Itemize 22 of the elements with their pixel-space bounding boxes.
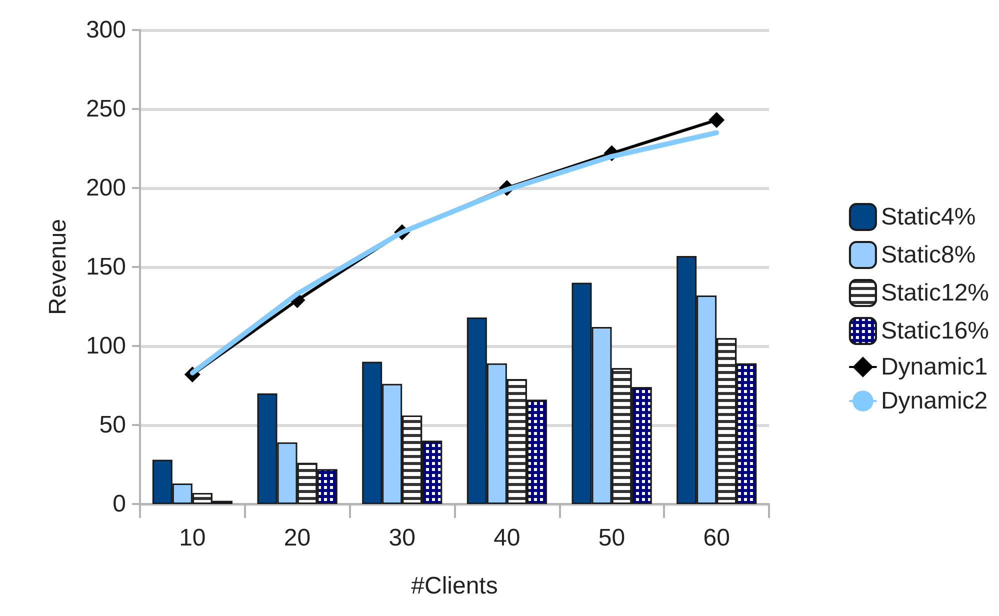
x-tick-label: 60 [703,524,730,552]
y-tick-label: 300 [86,16,126,44]
x-tick-label: 30 [388,524,416,552]
legend-label: Dynamic2 [880,388,988,414]
legend-label: Static8% [880,242,976,268]
point [708,112,725,128]
x-axis-title: #Clients [411,572,498,600]
x-tick-label: 20 [284,524,311,552]
y-tick-label: 50 [99,412,126,438]
y-tick-label: 250 [86,96,126,122]
y-tick-label: 0 [112,490,126,518]
y-tick-label: 100 [86,332,126,360]
y-tick-label: 150 [86,254,126,280]
y-tick-label: 200 [86,174,126,202]
legend-label: Static4% [880,204,976,230]
legend-label: Static16% [880,318,990,344]
legend-label: Dynamic1 [880,354,988,380]
legend-label: Static12% [880,280,990,306]
x-tick-label: 50 [598,524,626,552]
y-axis-title: Revenue [44,218,72,316]
x-tick-label: 10 [179,524,206,552]
x-tick-label: 40 [494,524,520,552]
